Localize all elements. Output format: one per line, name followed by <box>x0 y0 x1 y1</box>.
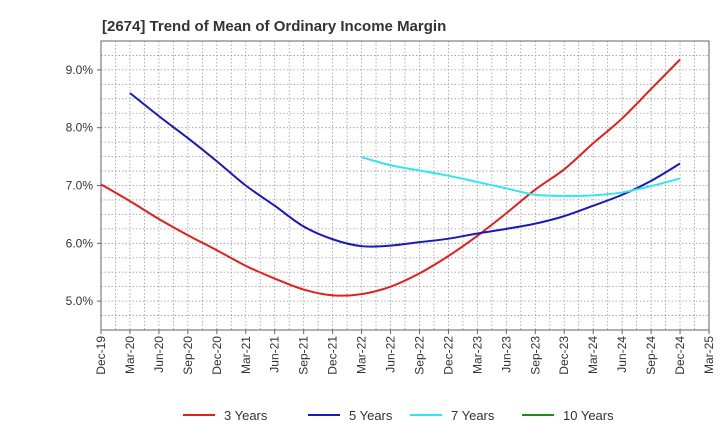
legend-label-5-years: 5 Years <box>349 408 393 423</box>
x-tick-label: Sep-20 <box>181 336 195 375</box>
x-tick-label: Sep-21 <box>297 336 311 375</box>
x-tick-label: Dec-23 <box>557 336 571 375</box>
x-tick-label: Jun-22 <box>384 336 398 373</box>
x-tick-label: Mar-24 <box>586 336 600 374</box>
legend-label-3-years: 3 Years <box>224 408 268 423</box>
series-lines <box>100 58 681 297</box>
x-tick-label: Jun-24 <box>615 336 629 373</box>
x-tick-label: Jun-21 <box>268 336 282 373</box>
grid <box>100 40 710 331</box>
legend-label-7-years: 7 Years <box>451 408 495 423</box>
x-axis: Dec-19 Mar-20 Jun-20 Sep-20 Dec-20 Mar-21 Jun-… <box>94 330 716 375</box>
x-tick-label: Sep-24 <box>644 336 658 375</box>
x-tick-label: Sep-22 <box>412 336 426 375</box>
y-tick-label: 9.0% <box>66 63 94 77</box>
x-tick-label: Dec-19 <box>94 336 108 375</box>
y-tick-label: 8.0% <box>66 121 94 135</box>
x-tick-label: Dec-24 <box>673 336 687 375</box>
series-line-5-years <box>129 92 681 248</box>
x-tick-label: Sep-23 <box>528 336 542 375</box>
x-tick-label: Dec-20 <box>210 336 224 375</box>
x-tick-label: Jun-20 <box>152 336 166 373</box>
y-tick-label: 7.0% <box>66 179 94 193</box>
x-tick-label: Dec-22 <box>441 336 455 375</box>
x-tick-label: Mar-21 <box>239 336 253 374</box>
x-tick-label: Mar-23 <box>470 336 484 374</box>
x-tick-label: Mar-22 <box>355 336 369 374</box>
y-tick-label: 5.0% <box>66 294 94 308</box>
x-tick-label: Jun-23 <box>499 336 513 373</box>
legend-label-10-years: 10 Years <box>563 408 614 423</box>
x-tick-label: Mar-25 <box>702 336 716 374</box>
x-tick-label: Mar-20 <box>123 336 137 374</box>
chart-title: [2674] Trend of Mean of Ordinary Income … <box>102 18 446 35</box>
legend: 3 Years 5 Years 7 Years 10 Years <box>183 408 614 423</box>
x-tick-label: Dec-21 <box>326 336 340 375</box>
y-axis: 5.0% 6.0% 7.0% 8.0% 9.0% <box>66 63 101 308</box>
y-tick-label: 6.0% <box>66 236 94 250</box>
plot-border <box>100 40 710 331</box>
series-line-7-years <box>361 156 681 197</box>
series-line-3-years <box>100 58 681 297</box>
